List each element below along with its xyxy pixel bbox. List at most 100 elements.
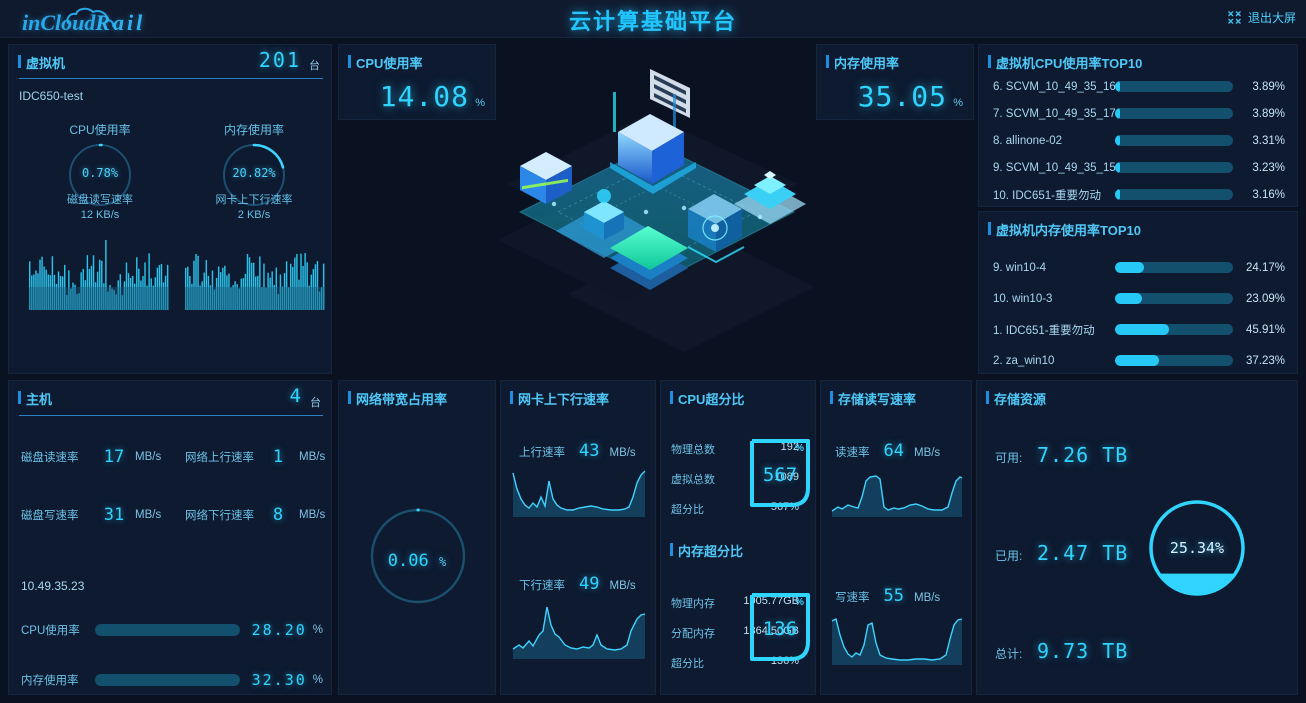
brand-in-cloud: inCloud: [22, 10, 96, 35]
host-metric-value: 8: [272, 505, 284, 525]
top10-row-percent: 3.89%: [1252, 80, 1285, 93]
cpu-overcommit-badge: % 567: [749, 438, 811, 508]
row-value: 1364.50GB: [743, 625, 799, 637]
memory-overcommit-badge-value: 136: [762, 618, 798, 640]
vm-mem-gauge: 内存使用率 20.82%: [199, 121, 309, 208]
vm-nic-spark-label: 网卡上下行速率: [215, 194, 293, 206]
vm-count-unit: 台: [309, 60, 320, 72]
vm-cpu-top10-panel: 虚拟机CPU使用率TOP10 6. SCVM_10_49_35_16 3.89% 7…: [978, 44, 1298, 207]
badge-frame-icon: [750, 439, 810, 507]
nic-rate-panel: 网卡上下行速率 上行速率 43 MB/s 下行速率 49 MB/s: [500, 380, 656, 695]
storage-total-label: 总计:: [995, 647, 1023, 661]
host-metric-unit: MB/s: [299, 509, 326, 521]
cloud-icon: [66, 7, 115, 27]
top10-row-name: 6. SCVM_10_49_35_16: [993, 80, 1115, 93]
top10-row-fill: [1115, 324, 1170, 335]
brand-logo: inCloudRail: [8, 2, 148, 36]
network-bandwidth-panel: 网络带宽占用率 0.06 %: [338, 380, 496, 695]
cpu-usage-title: CPU使用率: [348, 53, 422, 72]
top10-row[interactable]: 9. SCVM_10_49_35_15 3.23%: [979, 154, 1297, 181]
host-memory-usage-label: 内存使用率: [21, 675, 79, 687]
top10-row-name: 10. IDC651-重要勿动: [993, 189, 1102, 202]
top10-row[interactable]: 8. allinone-02 3.31%: [979, 127, 1297, 154]
top10-row-percent: 23.09%: [1245, 292, 1285, 305]
top10-row[interactable]: 7. SCVM_10_49_35_17 3.89%: [979, 100, 1297, 127]
nic-rate-title: 网卡上下行速率: [510, 389, 609, 408]
exit-fullscreen-label: 退出大屏: [1247, 11, 1296, 25]
memory-usage-title: 内存使用率: [826, 53, 899, 72]
exit-fullscreen-icon: [1228, 11, 1241, 24]
pyramid-icon: [734, 171, 806, 224]
cpu-usage-panel: CPU使用率 14.08 %: [338, 44, 496, 120]
vm-disk-spark-header: 磁盘读写速率 12 KB/s: [35, 193, 165, 223]
top10-row-name: 9. SCVM_10_49_35_15: [993, 161, 1115, 174]
nic-download-area-chart: [512, 606, 646, 659]
top10-row-bar: [1115, 108, 1233, 119]
nic-download-label: 下行速率: [519, 580, 565, 592]
top10-row-fill: [1115, 189, 1120, 200]
vm-disk-spark-label: 磁盘读写速率: [67, 194, 133, 206]
top10-row-percent: 3.89%: [1252, 107, 1285, 120]
top10-row[interactable]: 9. win10-4 24.17%: [979, 252, 1297, 283]
storage-write-label: 写速率: [835, 592, 870, 604]
host-ip-address: 10.49.35.23: [21, 579, 85, 593]
nic-upload-value: 43: [579, 441, 600, 461]
top10-row-fill: [1115, 293, 1143, 304]
storage-water-value: 25.34%: [1169, 539, 1225, 557]
bandwidth-unit: %: [438, 555, 447, 569]
vm-nic-spark-header: 网卡上下行速率 2 KB/s: [189, 193, 319, 223]
top10-row-fill: [1115, 135, 1120, 146]
cloud-platform-illustration: [498, 69, 814, 352]
top10-row-percent: 3.23%: [1252, 161, 1285, 174]
row-key: 虚拟总数: [671, 474, 715, 486]
top10-row-bar: [1115, 355, 1233, 366]
storage-write-value: 55: [883, 586, 904, 606]
top10-row[interactable]: 6. SCVM_10_49_35_16 3.89%: [979, 73, 1297, 100]
storage-used-value: 2.47 TB: [1037, 541, 1129, 565]
host-metric-value: 1: [272, 447, 284, 467]
top10-row-fill: [1115, 262, 1144, 273]
storage-read-unit: MB/s: [913, 447, 941, 459]
storage-read-header: 读速率 64 MB/s: [835, 441, 940, 461]
vm-cpu-top10-list: 6. SCVM_10_49_35_16 3.89% 7. SCVM_10_49_35…: [979, 73, 1297, 208]
top10-row-name: 2. za_win10: [993, 354, 1055, 367]
storage-total-value: 9.73 TB: [1037, 639, 1129, 663]
host-metric-net-up: 网络上行速率 1 MB/s: [185, 447, 325, 467]
bandwidth-value: 0.06: [387, 551, 429, 571]
vm-disk-spark-value: 12 KB/s: [80, 209, 120, 221]
host-metric-unit: MB/s: [135, 509, 162, 521]
storage-rw-panel: 存储读写速率 读速率 64 MB/s 写速率 55 MB/s: [820, 380, 972, 695]
top10-row[interactable]: 10. win10-3 23.09%: [979, 283, 1297, 314]
memory-overcommit-badge: % 136: [749, 592, 811, 662]
top10-row-bar: [1115, 81, 1233, 92]
row-value: 192: [780, 441, 799, 453]
storage-used-label: 已用:: [995, 549, 1023, 563]
top10-row-fill: [1115, 162, 1120, 173]
connection-nodes: [551, 201, 763, 220]
host-panel: 主机 4 台 磁盘读速率 17 MB/s 网络上行速率 1 MB/s 磁盘写速率…: [8, 380, 332, 695]
virtual-machine-panel: 虚拟机 201 台 IDC650-test CPU使用率 0.78% 内存使用率: [8, 44, 332, 374]
ring-icon: [68, 143, 132, 207]
app-header: inCloudRail 云计算基础平台 退出大屏: [0, 0, 1306, 38]
green-stack-icon: [610, 226, 688, 290]
right-machine-icon: [687, 194, 745, 264]
memory-overcommit-row: 物理内存 1005.77GB: [671, 595, 799, 611]
top10-row-percent: 3.16%: [1252, 188, 1285, 201]
ring-icon: [222, 143, 286, 207]
nic-upload-unit: MB/s: [609, 447, 636, 459]
vm-cpu-gauge-ring: 0.78%: [67, 142, 133, 208]
vm-disk-sparkline-chart: [29, 240, 169, 310]
cpu-usage-value: 14.08: [379, 80, 469, 113]
storage-resources-title: 存储资源: [986, 389, 1046, 408]
host-memory-usage-value: 32.30: [251, 671, 307, 689]
top10-row[interactable]: 2. za_win10 37.23%: [979, 345, 1297, 376]
top10-row-bar: [1115, 135, 1233, 146]
top10-row[interactable]: 1. IDC651-重要勿动 45.91%: [979, 314, 1297, 345]
exit-fullscreen-button[interactable]: 退出大屏: [1227, 9, 1296, 26]
host-metric-label: 磁盘写速率: [21, 510, 79, 522]
host-cpu-usage-value: 28.20: [251, 621, 307, 639]
row-key: 超分比: [671, 504, 704, 516]
top10-row[interactable]: 10. IDC651-重要勿动 3.16%: [979, 181, 1297, 208]
host-metric-unit: MB/s: [299, 451, 326, 463]
vm-name: IDC650-test: [19, 89, 84, 103]
